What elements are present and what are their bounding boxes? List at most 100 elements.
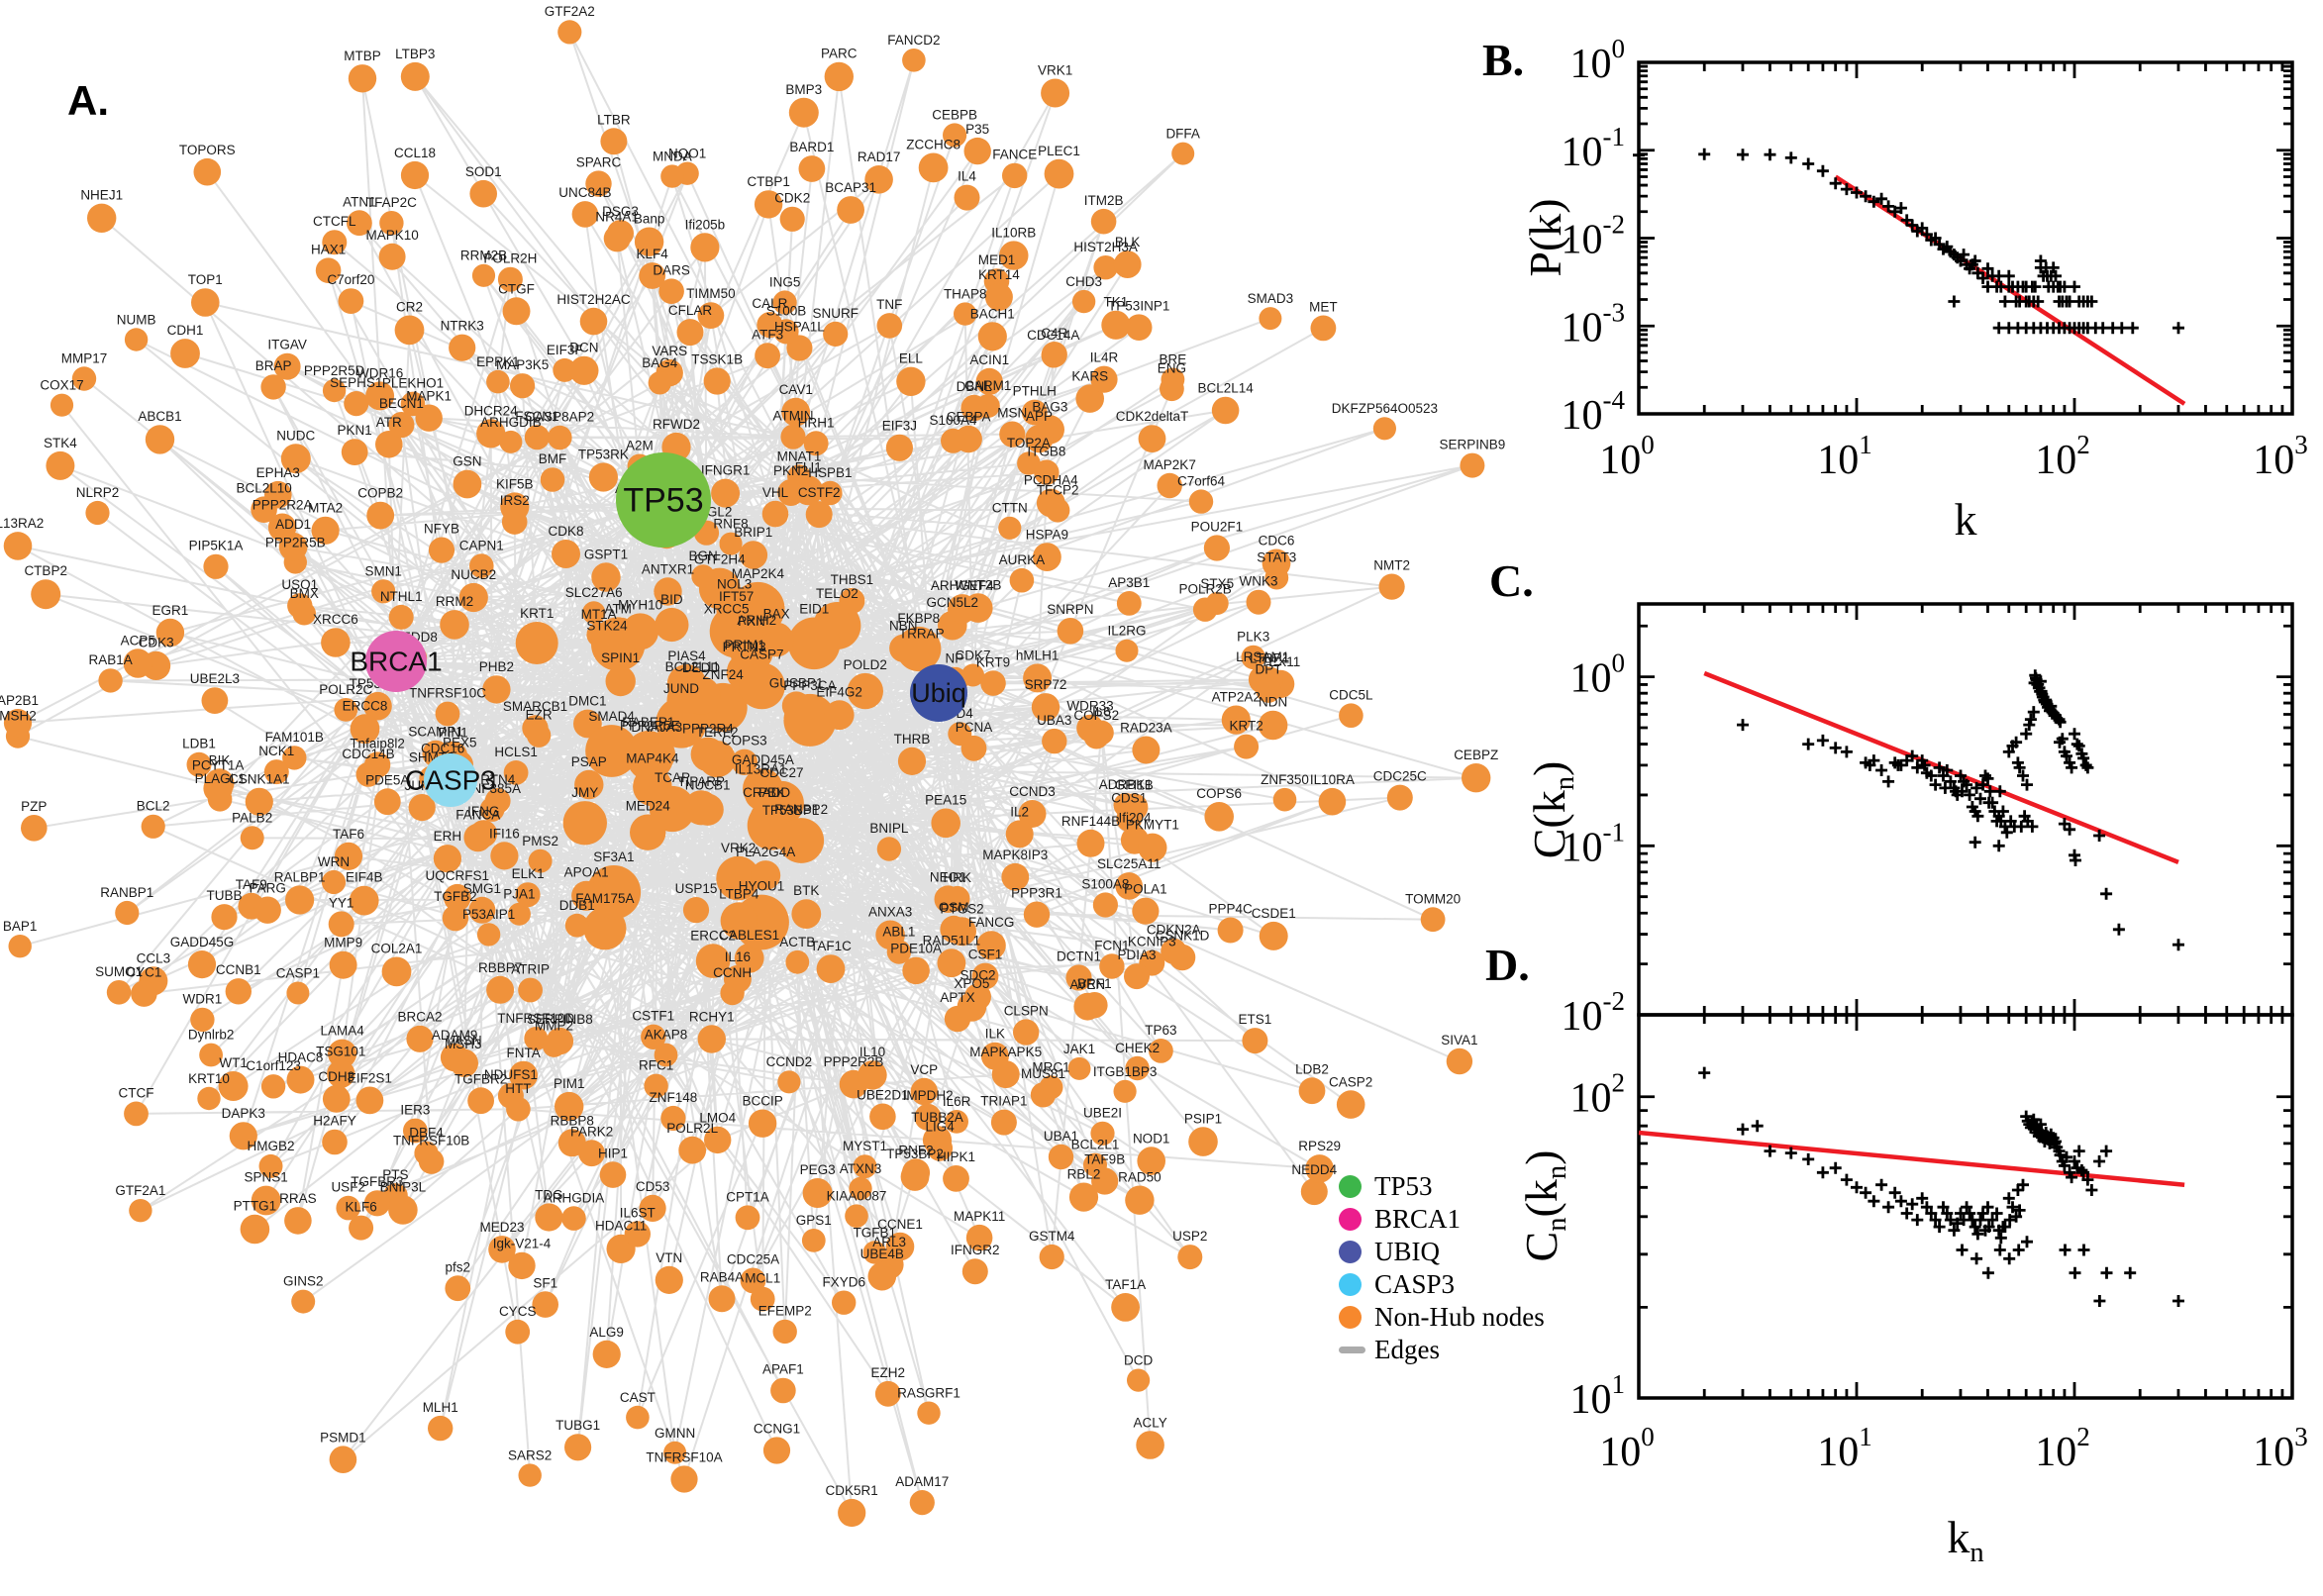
- gene-label: PDE5A: [365, 772, 409, 787]
- non-hub-node: [507, 902, 531, 926]
- non-hub-node: [845, 1204, 868, 1228]
- gene-label: ERCC2: [690, 928, 736, 943]
- non-hub-node: [798, 155, 826, 182]
- gene-label: POLR2B: [1178, 582, 1231, 597]
- gene-label: KRT10: [188, 1071, 230, 1086]
- gene-label: KLF6: [345, 1200, 376, 1215]
- gene-label: DNAJA3: [631, 720, 682, 735]
- gene-label: ABCB1: [138, 409, 181, 424]
- gene-label: UBE4B: [860, 1247, 904, 1261]
- non-hub-node: [225, 978, 252, 1005]
- svg-text:102: 102: [2035, 430, 2090, 483]
- gene-label: TSSK1B: [691, 351, 743, 366]
- gene-label: ADAM9: [432, 1028, 478, 1043]
- non-hub-node: [1023, 901, 1051, 928]
- gene-label: NDN: [1259, 695, 1287, 710]
- gene-label: CDH1: [167, 323, 204, 338]
- non-hub-node: [1073, 992, 1102, 1021]
- non-hub-node: [1420, 907, 1446, 933]
- gene-label: MET: [1309, 300, 1338, 315]
- gene-label: USO1: [281, 577, 318, 592]
- gene-label: JAK1: [1063, 1042, 1095, 1056]
- non-hub-node: [501, 509, 528, 535]
- non-hub-node: [453, 469, 482, 499]
- gene-label: PKN1: [338, 423, 372, 438]
- gene-label: CYCS: [499, 1304, 537, 1319]
- gene-label: hMLH1: [1016, 648, 1060, 662]
- gene-label: PRTN3: [723, 640, 766, 654]
- non-hub-node: [564, 1434, 592, 1461]
- non-hub-node: [681, 675, 721, 715]
- gene-label: BAP1: [3, 919, 38, 934]
- gene-label: DFFA: [1165, 127, 1200, 142]
- non-hub-node: [777, 1070, 801, 1094]
- gene-label: HDAC11: [595, 1219, 647, 1234]
- non-hub-node: [1057, 618, 1084, 645]
- gene-label: CD53: [636, 1179, 670, 1194]
- non-hub-node: [400, 61, 430, 91]
- gene-label: GUSBP1: [769, 675, 824, 690]
- non-hub-node: [1462, 763, 1491, 793]
- non-hub-node: [634, 227, 664, 256]
- non-hub-node: [468, 896, 496, 924]
- non-hub-node: [418, 1148, 445, 1174]
- gene-label: NLRP2: [76, 485, 120, 500]
- non-hub-node: [1272, 787, 1297, 812]
- non-hub-node: [201, 687, 229, 714]
- gene-label: CDC5L: [1329, 687, 1373, 702]
- gene-label: ENG: [1158, 360, 1186, 375]
- gene-label: RANBP2: [774, 802, 828, 817]
- non-hub-node: [190, 1007, 215, 1033]
- non-hub-node: [885, 434, 914, 461]
- gene-label: BRE: [1160, 352, 1187, 367]
- gene-label: FNTA: [506, 1046, 540, 1060]
- non-hub-node: [592, 1340, 621, 1368]
- gene-label: EPHA3: [256, 465, 300, 480]
- gene-label: THAP8: [944, 286, 987, 301]
- non-hub-node: [876, 837, 902, 861]
- gene-label: POLD2: [844, 657, 887, 672]
- gene-label: C7orf20: [327, 272, 374, 287]
- gene-label: BRF1: [1077, 976, 1112, 991]
- gene-label: TUBB: [206, 888, 242, 903]
- gene-label: TCAP: [655, 770, 690, 785]
- non-hub-node: [400, 160, 430, 190]
- gene-label: HIPK1: [937, 1149, 975, 1164]
- gene-label: ANTXR1: [642, 561, 694, 576]
- non-hub-node: [1021, 399, 1048, 426]
- gene-label: PLEC1: [1038, 144, 1080, 158]
- non-hub-node: [654, 577, 682, 606]
- gene-label: S100A8: [1081, 876, 1129, 891]
- non-hub-node: [772, 290, 797, 315]
- non-hub-node: [482, 675, 511, 704]
- gene-label: IFNG: [467, 804, 499, 819]
- non-hub-node: [1093, 255, 1118, 280]
- non-hub-node: [961, 663, 984, 687]
- gene-label: AVEN: [1069, 977, 1105, 992]
- gene-label: CASP2: [1329, 1074, 1372, 1089]
- non-hub-node: [779, 206, 805, 232]
- gene-label: PJA1: [503, 887, 535, 902]
- non-hub-node: [1039, 1244, 1064, 1270]
- gene-label: RAD50: [1118, 1170, 1162, 1185]
- gene-label: TAF1A: [1105, 1277, 1146, 1292]
- gene-label: WDR33: [1066, 699, 1113, 714]
- legend-item-label: TP53: [1374, 1171, 1433, 1201]
- non-hub-node: [971, 962, 999, 990]
- gene-label: BIK: [209, 752, 231, 767]
- gene-label: ZNF148: [650, 1090, 698, 1105]
- gene-label: ITM2B: [1084, 193, 1124, 208]
- non-hub-node: [203, 773, 233, 804]
- non-hub-node: [918, 152, 949, 183]
- svg-text:10-2: 10-2: [1562, 210, 1626, 263]
- gene-label: WDR1: [183, 992, 223, 1007]
- non-hub-node: [626, 1405, 650, 1430]
- non-hub-node: [1012, 1019, 1040, 1046]
- non-hub-node: [444, 883, 471, 912]
- non-hub-node: [328, 911, 354, 938]
- non-hub-node: [691, 793, 724, 826]
- gene-label: EIF4G2: [816, 684, 862, 699]
- gene-label: HIST2H2AC: [556, 292, 631, 307]
- non-hub-node: [976, 931, 1006, 960]
- gene-label: ALG9: [589, 1325, 624, 1340]
